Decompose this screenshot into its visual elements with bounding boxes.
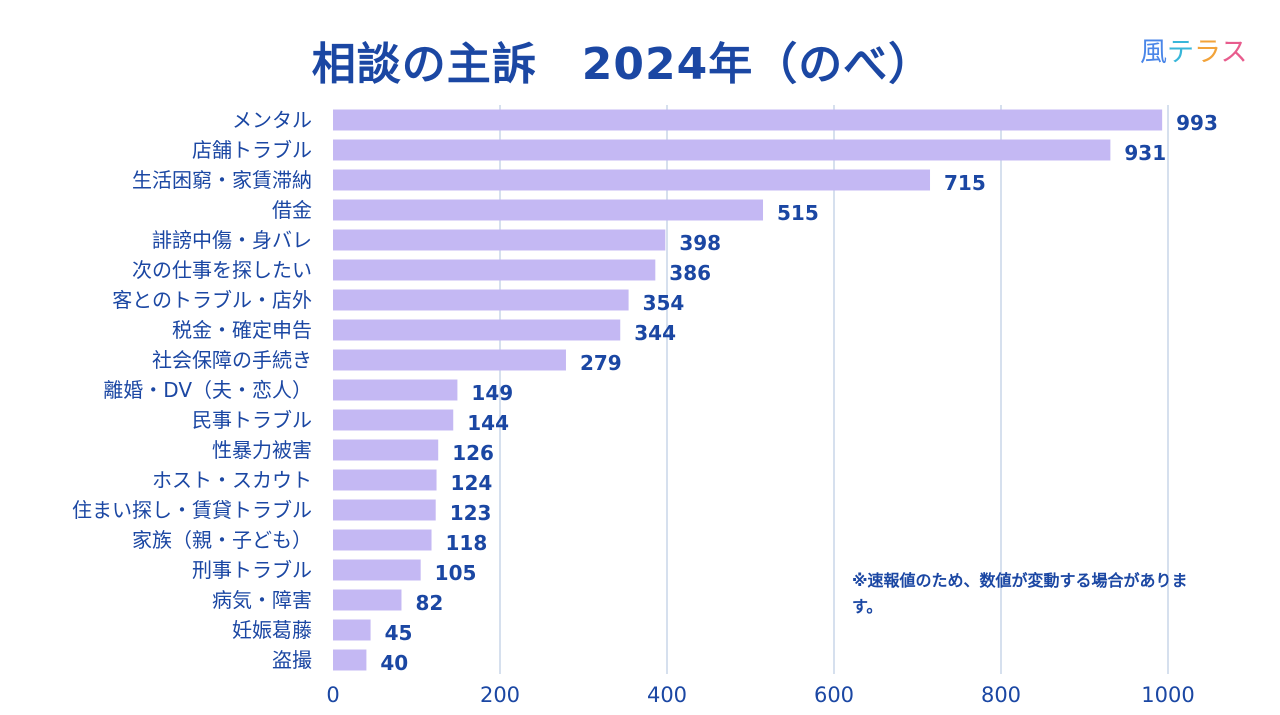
value-label: 279 — [580, 351, 622, 375]
category-label: 家族（親・子ども） — [132, 528, 312, 552]
bar — [333, 259, 656, 281]
bar — [333, 529, 432, 551]
brand-logo-char: テ — [1167, 37, 1194, 68]
value-label: 82 — [415, 591, 443, 615]
bar — [333, 349, 566, 371]
value-label: 126 — [452, 441, 494, 465]
bar — [333, 439, 439, 461]
value-label: 515 — [777, 201, 819, 225]
x-tick-label: 0 — [326, 683, 339, 707]
bar — [333, 469, 437, 491]
bar — [333, 589, 402, 611]
category-label: ホスト・スカウト — [152, 468, 312, 492]
bar — [333, 169, 931, 191]
value-label: 993 — [1176, 111, 1218, 135]
bar — [333, 649, 367, 671]
bar — [333, 229, 666, 251]
category-label: 店舗トラブル — [192, 138, 312, 162]
value-label: 144 — [467, 411, 509, 435]
value-label: 386 — [669, 261, 711, 285]
category-label: 誹謗中傷・身バレ — [152, 228, 312, 252]
category-label: 客とのトラブル・店外 — [112, 288, 312, 312]
bar — [333, 199, 764, 221]
bar — [333, 619, 371, 641]
category-label: 生活困窮・家賃滞納 — [132, 168, 312, 192]
category-label: 次の仕事を探したい — [132, 258, 312, 282]
value-label: 118 — [446, 531, 488, 555]
value-label: 715 — [944, 171, 986, 195]
value-label: 105 — [435, 561, 477, 585]
brand-logo-char: ラ — [1194, 37, 1221, 68]
value-label: 124 — [451, 471, 493, 495]
value-label: 344 — [634, 321, 676, 345]
x-tick-label: 200 — [480, 683, 520, 707]
bar — [333, 379, 458, 401]
bar — [333, 499, 436, 521]
brand-logo: 風テラス — [1140, 30, 1247, 69]
chart-note: ※速報値のため、数値が変動する場合があります。 — [852, 571, 1188, 616]
value-label: 354 — [643, 291, 685, 315]
bar — [333, 319, 621, 341]
bar — [333, 289, 629, 311]
value-label: 931 — [1124, 141, 1166, 165]
bar — [333, 109, 1163, 131]
bar — [333, 409, 454, 431]
value-label: 123 — [450, 501, 492, 525]
chart-title: 相談の主訴 2024年（のべ） — [311, 39, 934, 90]
value-label: 40 — [380, 651, 408, 675]
x-tick-label: 400 — [647, 683, 687, 707]
category-label: 借金 — [272, 198, 312, 222]
category-label: 妊娠葛藤 — [232, 618, 312, 642]
x-tick-label: 600 — [814, 683, 854, 707]
bar — [333, 559, 421, 581]
category-label: 住まい探し・賃貸トラブル — [72, 498, 312, 522]
brand-logo-char: 風 — [1140, 37, 1167, 68]
x-tick-label: 800 — [981, 683, 1021, 707]
value-label: 149 — [471, 381, 513, 405]
brand-logo-char: ス — [1220, 37, 1248, 68]
value-label: 45 — [385, 621, 413, 645]
category-label: 性暴力被害 — [212, 438, 312, 462]
bar — [333, 139, 1111, 161]
x-tick-label: 1000 — [1141, 683, 1194, 707]
category-label: 盗撮 — [272, 648, 312, 672]
category-label: 離婚・DV（夫・恋人） — [103, 378, 312, 402]
category-label: 社会保障の手続き — [152, 348, 312, 372]
category-label: メンタル — [232, 108, 312, 132]
category-label: 刑事トラブル — [192, 558, 312, 582]
category-label: 民事トラブル — [192, 408, 312, 432]
category-label: 病気・障害 — [212, 588, 312, 612]
category-label: 税金・確定申告 — [172, 318, 312, 342]
value-label: 398 — [679, 231, 721, 255]
